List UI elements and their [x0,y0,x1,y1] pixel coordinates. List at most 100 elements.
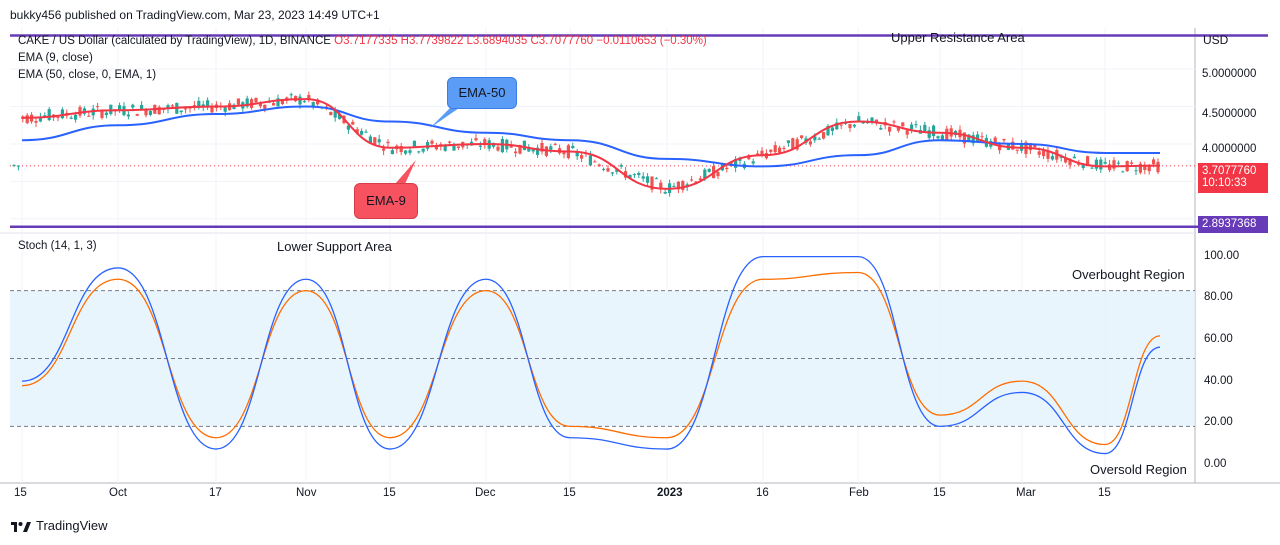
lower-support-label: Lower Support Area [277,239,392,254]
time-tick: Dec [475,487,496,499]
candle-body [417,151,421,153]
candle-body [848,124,852,129]
candle-body [1002,138,1006,141]
candle-body [778,147,782,153]
candle-body [263,104,267,109]
candle-body [844,122,848,124]
candle-body [25,115,29,124]
candle-body [16,165,20,167]
candle-body [1156,161,1160,173]
candle-body [1068,158,1072,166]
bar-countdown: 10:10:33 [1202,177,1247,189]
candle-body [659,182,663,190]
candle-body [571,146,575,149]
candle-body [593,161,597,163]
candle-body [676,181,680,190]
candle-body [184,108,188,110]
ema9-legend[interactable]: EMA (9, close) [18,52,93,64]
candle-body [34,121,38,123]
ema50-legend[interactable]: EMA (50, close, 0, EMA, 1) [18,69,157,81]
ema50-callout: EMA-50 [447,77,517,109]
tradingview-brand[interactable]: TradingView [10,518,108,533]
candle-body [971,135,975,144]
candle-body [839,124,843,126]
tradingview-logo-icon [11,521,31,532]
candle-body [672,185,676,187]
candle-body [245,98,249,107]
stoch-tick-100: 100.00 [1204,250,1240,262]
candle-body [888,126,892,132]
candle-body [289,94,293,96]
candle-body [483,139,487,146]
candle-body [390,150,394,155]
candle-body [1046,150,1050,159]
candle-body [610,172,614,174]
candle-body [681,181,685,191]
candle-body [1086,156,1090,166]
candle-body [813,136,817,141]
candle-body [628,174,632,178]
candle-body [223,107,227,112]
candle-body [351,121,355,125]
candle-body [456,146,460,148]
candle-body [1081,163,1085,168]
candle-body [852,124,856,127]
candle-body [597,164,601,167]
candle-body [822,132,826,139]
candle-body [663,192,667,194]
time-tick: Oct [109,487,127,499]
candle-body [280,100,284,105]
candle-body [298,96,302,105]
candle-body [434,146,438,150]
candle-body [1037,151,1041,155]
candle-body [527,146,531,152]
candle-body [716,172,720,177]
stoch-legend[interactable]: Stoch (14, 1, 3) [18,240,97,252]
candle-body [421,148,425,152]
candle-body [276,98,280,107]
candle-body [549,146,553,150]
candle-body [602,168,606,170]
candle-body [756,153,760,155]
time-tick: 15 [383,487,396,499]
candle-body [311,102,315,107]
candle-body [522,140,526,151]
candle-body [980,136,984,138]
candle-body [892,121,896,123]
candle-body [879,127,883,130]
candle-body [12,164,16,166]
candle-body [478,145,482,147]
currency-label[interactable]: USD [1203,33,1229,47]
candle-body [518,144,522,154]
candle-body [962,132,966,144]
candle-body [104,112,108,116]
candle-body [1033,145,1037,148]
time-tick: 17 [209,487,222,499]
current-price-tag: 3.7077760 10:10:33 [1198,163,1268,193]
time-tick: Feb [849,487,869,499]
candle-body [302,101,306,103]
candle-body [575,151,579,157]
candle-body [329,111,333,115]
candle-body [1152,159,1156,165]
candle-body [760,150,764,156]
candle-body [698,178,702,181]
candle-body [258,103,262,107]
candle-body [1094,159,1098,169]
candle-body [998,144,1002,151]
candle-body [773,145,777,153]
candle-body [1090,167,1094,169]
candle-body [346,125,350,130]
candle-body [817,138,821,140]
stoch-tick-80: 80.00 [1204,291,1233,303]
candle-body [540,142,544,152]
stoch-tick-40: 40.00 [1204,375,1233,387]
candle-body [140,104,144,109]
candle-body [87,115,91,117]
time-tick: 15 [933,487,946,499]
candle-body [857,116,861,122]
candle-body [368,136,372,144]
symbol-legend[interactable]: CAKE / US Dollar (calculated by TradingV… [18,35,707,47]
